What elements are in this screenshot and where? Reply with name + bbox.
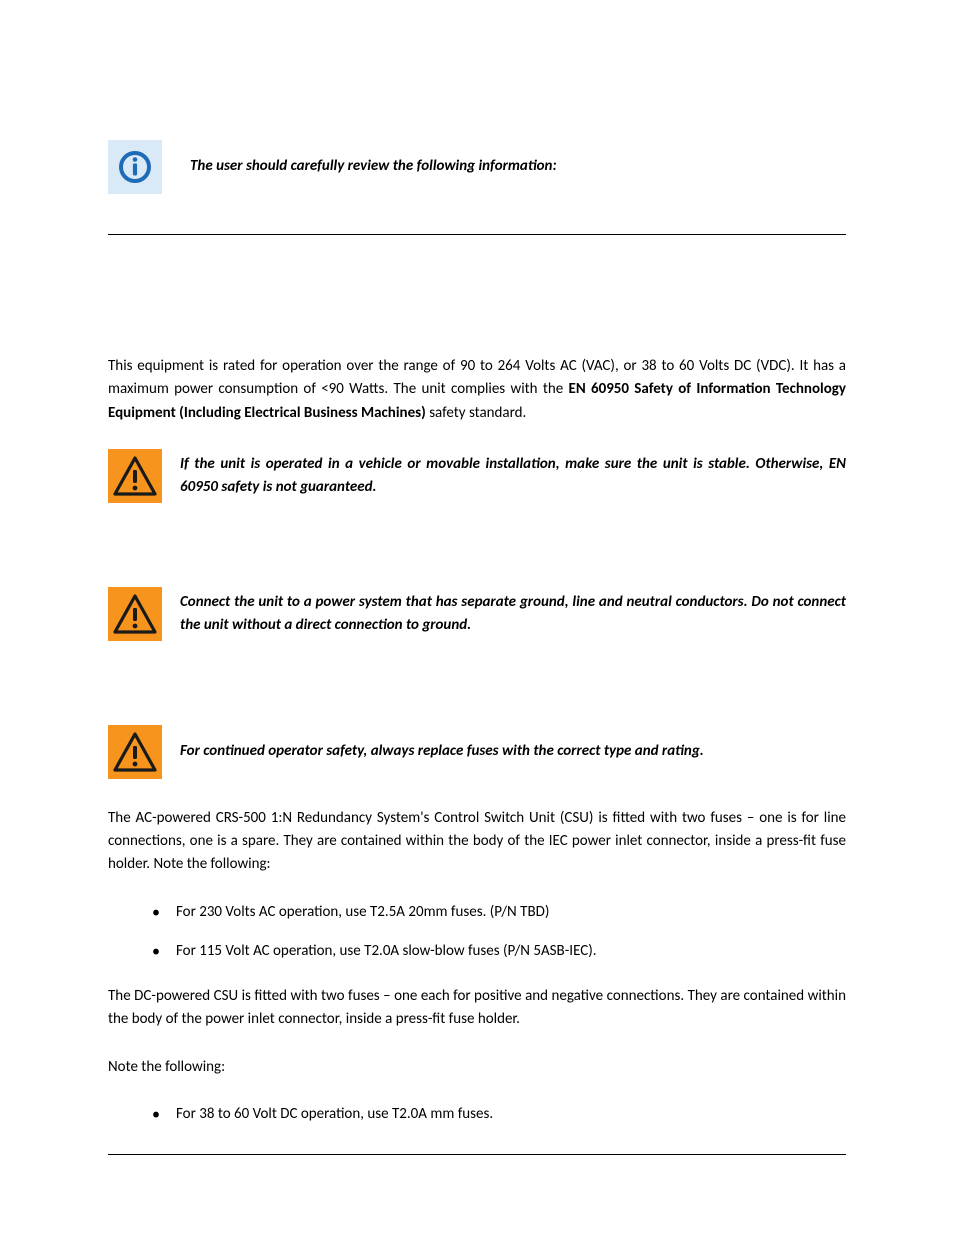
- list-item: For 38 to 60 Volt DC operation, use T2.0…: [152, 1103, 846, 1126]
- warning-icon: [108, 587, 162, 641]
- warning-icon: [108, 449, 162, 503]
- warning-icon: [108, 725, 162, 779]
- warning-block: Connect the unit to a power system that …: [108, 587, 846, 641]
- spacer: [108, 691, 846, 725]
- dc-bullet-list: For 38 to 60 Volt DC operation, use T2.0…: [108, 1103, 846, 1126]
- horizontal-rule: [108, 1154, 846, 1155]
- list-item: For 115 Volt AC operation, use T2.0A slo…: [152, 940, 846, 963]
- spacer: [108, 553, 846, 587]
- intro-after: safety standard.: [426, 404, 527, 422]
- warning-block: If the unit is operated in a vehicle or …: [108, 449, 846, 503]
- warning-text: For continued operator safety, always re…: [180, 740, 846, 763]
- intro-paragraph: This equipment is rated for operation ov…: [108, 355, 846, 425]
- warning-text: If the unit is operated in a vehicle or …: [180, 453, 846, 500]
- dc-paragraph: The DC-powered CSU is fitted with two fu…: [108, 985, 846, 1032]
- notice-text: The user should carefully review the fol…: [190, 155, 846, 178]
- ac-bullet-list: For 230 Volts AC operation, use T2.5A 20…: [108, 901, 846, 964]
- ac-paragraph: The AC-powered CRS-500 1:N Redundancy Sy…: [108, 807, 846, 877]
- notice-row: The user should carefully review the fol…: [108, 140, 846, 194]
- document-page: The user should carefully review the fol…: [0, 0, 954, 1208]
- spacer: [108, 235, 846, 355]
- warning-text: Connect the unit to a power system that …: [180, 591, 846, 638]
- note-following: Note the following:: [108, 1056, 846, 1079]
- info-icon: [108, 140, 162, 194]
- list-item: For 230 Volts AC operation, use T2.5A 20…: [152, 901, 846, 924]
- warning-block: For continued operator safety, always re…: [108, 725, 846, 779]
